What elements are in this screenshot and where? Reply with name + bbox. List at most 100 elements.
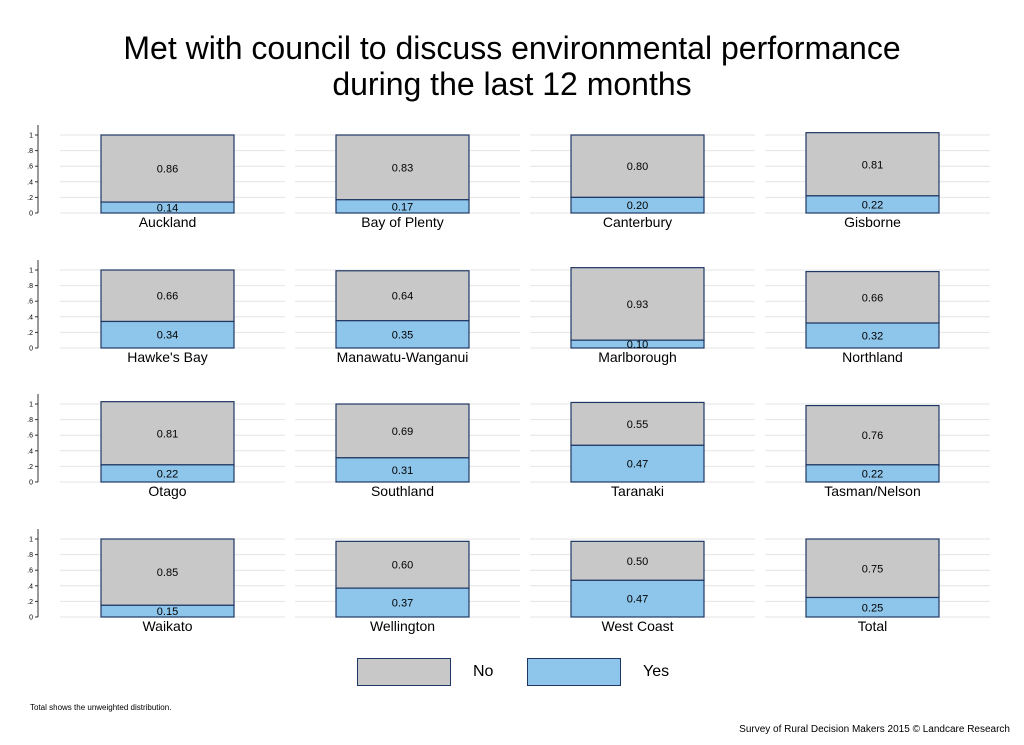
data-label-no-northland: 0.66 [862,292,883,304]
bar-yes-bay-of-plenty [335,199,470,214]
panel-label-taranaki: Taranaki [611,483,664,499]
panel-label-gisborne: Gisborne [844,214,901,230]
bar-yes-west-coast [570,579,705,618]
panel-label-tasman-nelson: Tasman/Nelson [824,483,921,499]
y-tick-label: .8 [27,552,33,559]
chart-title: Met with council to discuss environmenta… [123,30,901,102]
panel-label-west-coast: West Coast [601,618,673,634]
legend-label-yes: Yes [643,663,670,680]
data-label-no-wellington: 0.60 [392,560,413,572]
bar-no-marlborough [570,267,705,341]
panel-label-marlborough: Marlborough [598,349,677,365]
data-label-yes-taranaki: 0.47 [627,459,648,471]
bar-no-bay-of-plenty [335,134,470,201]
data-label-yes-total: 0.25 [862,602,883,614]
data-label-no-auckland: 0.86 [157,164,178,176]
data-label-no-gisborne: 0.81 [862,159,883,171]
panel-label-waikato: Waikato [142,618,192,634]
data-label-no-bay-of-plenty: 0.83 [392,162,413,174]
legend-item-no: No [357,657,493,687]
data-label-yes-west-coast: 0.47 [627,594,648,606]
panel-label-otago: Otago [148,483,186,499]
data-label-no-tasman-nelson: 0.76 [862,430,883,442]
bar-yes-total [805,596,940,618]
legend-label-no: No [473,663,494,680]
bar-yes-waikato [100,604,235,618]
bar-no-taranaki [570,401,705,446]
bar-no-wellington [335,540,470,589]
panel-label-hawke-s-bay: Hawke's Bay [127,349,207,365]
bar-yes-otago [100,464,235,483]
bar-no-tasman-nelson [805,404,940,466]
data-label-no-waikato: 0.85 [157,567,178,579]
y-tick-label: .8 [27,283,33,290]
legend-swatch-yes [527,658,621,686]
bar-yes-manawatu-wanganui [335,320,470,349]
y-tick-label: .6 [27,568,33,575]
y-tick-label: .8 [27,417,33,424]
data-label-no-southland: 0.69 [392,426,413,438]
data-label-no-taranaki: 0.55 [627,419,648,431]
y-tick-label: .2 [27,195,33,202]
panel-label-northland: Northland [842,349,903,365]
y-tick-label: .2 [27,464,33,471]
data-label-yes-waikato: 0.15 [157,606,178,618]
y-tick-label: .8 [27,148,33,155]
y-tick-label: 1 [29,268,33,275]
bar-yes-canterbury [570,196,705,214]
bar-no-hawke-s-bay [100,269,235,323]
y-tick-label: .6 [27,299,33,306]
legend-item-yes: Yes [527,657,669,687]
data-label-yes-gisborne: 0.22 [862,199,883,211]
y-tick-label: .2 [27,599,33,606]
data-label-yes-northland: 0.32 [862,331,883,343]
data-label-yes-wellington: 0.37 [392,598,413,610]
y-tick-label: 1 [29,402,33,409]
data-label-yes-manawatu-wanganui: 0.35 [392,329,413,341]
y-tick-label: .4 [27,179,33,186]
data-label-no-hawke-s-bay: 0.66 [157,291,178,303]
panel-label-bay-of-plenty: Bay of Plenty [361,214,444,230]
y-tick-label: 0 [29,615,33,622]
bar-yes-gisborne [805,195,940,214]
footnote: Total shows the unweighted distribution. [30,703,172,712]
bar-no-west-coast [570,540,705,581]
bar-yes-taranaki [570,444,705,483]
bar-no-otago [100,401,235,466]
bar-yes-northland [805,322,940,349]
y-tick-label: .6 [27,433,33,440]
y-tick-label: 0 [29,346,33,353]
y-tick-label: 1 [29,133,33,140]
bar-no-gisborne [805,132,940,197]
data-label-no-otago: 0.81 [157,428,178,440]
bar-no-northland [805,270,940,324]
y-tick-label: 0 [29,480,33,487]
panel-label-wellington: Wellington [370,618,435,634]
data-label-yes-tasman-nelson: 0.22 [862,468,883,480]
panel-label-southland: Southland [371,483,434,499]
bar-no-canterbury [570,134,705,199]
bar-yes-tasman-nelson [805,464,940,483]
y-tick-label: .4 [27,448,33,455]
data-label-yes-auckland: 0.14 [157,203,178,215]
bar-no-waikato [100,538,235,606]
bar-yes-hawke-s-bay [100,320,235,349]
data-label-yes-marlborough: 0.10 [627,339,648,351]
data-label-no-marlborough: 0.93 [627,299,648,311]
panel-label-canterbury: Canterbury [603,214,672,230]
data-label-yes-bay-of-plenty: 0.17 [392,201,413,213]
bar-no-southland [335,403,470,459]
bar-no-manawatu-wanganui [335,270,470,322]
bar-yes-auckland [100,201,235,214]
y-tick-label: .4 [27,314,33,321]
source-credit: Survey of Rural Decision Makers 2015 © L… [739,724,1010,735]
data-label-no-manawatu-wanganui: 0.64 [392,291,413,303]
y-tick-label: .6 [27,164,33,171]
data-label-yes-southland: 0.31 [392,465,413,477]
bar-yes-wellington [335,587,470,618]
data-label-no-total: 0.75 [862,563,883,575]
panel-label-auckland: Auckland [139,214,197,230]
bar-yes-southland [335,457,470,483]
y-tick-label: .2 [27,330,33,337]
